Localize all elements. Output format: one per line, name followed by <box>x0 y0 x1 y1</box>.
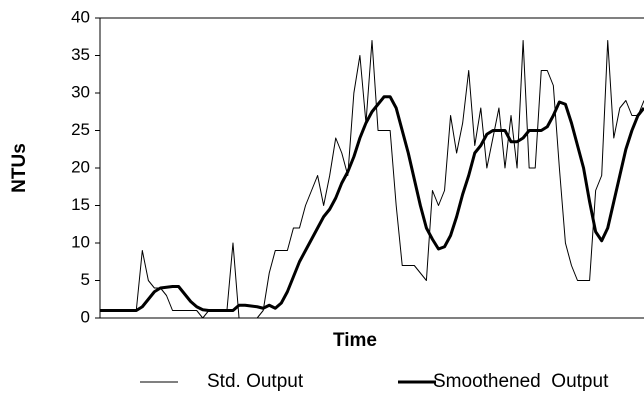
y-tick-label: 5 <box>81 270 90 289</box>
legend-label: Std. Output <box>207 371 304 392</box>
y-tick-label: 25 <box>71 120 90 139</box>
y-tick-label: 15 <box>71 195 90 214</box>
y-axis-label: NTUs <box>9 143 30 193</box>
series-line <box>100 40 644 319</box>
x-axis-label: Time <box>333 330 377 351</box>
y-tick-label: 40 <box>71 7 90 26</box>
y-tick-label: 0 <box>81 307 90 326</box>
y-tick-label: 10 <box>71 232 90 251</box>
y-tick-label: 30 <box>71 82 90 101</box>
legend-label: Smoothened Output <box>433 371 609 392</box>
y-tick-label: 35 <box>71 45 90 64</box>
series-line <box>100 95 644 312</box>
y-tick-label: 20 <box>71 157 90 176</box>
